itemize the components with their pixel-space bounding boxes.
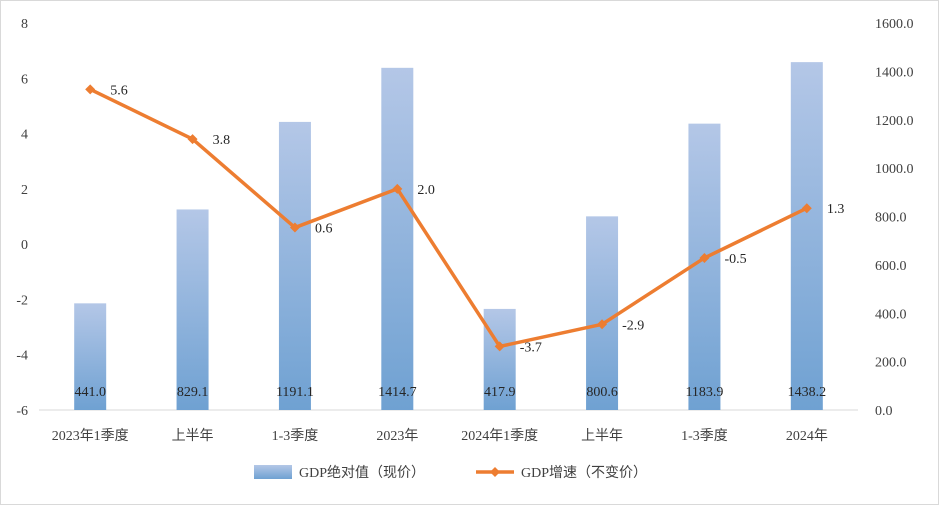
line-point-marker	[289, 222, 300, 233]
line-point-marker	[494, 341, 505, 352]
x-axis-tick-label: 2024年1季度	[461, 428, 538, 444]
left-axis-tick-label: 6	[21, 72, 28, 87]
bar	[586, 216, 619, 410]
bar	[176, 209, 209, 410]
bar	[790, 62, 823, 410]
x-axis-tick-label: 2024年	[786, 428, 828, 444]
line-point-marker	[801, 203, 812, 214]
bar-data-label: 1183.9	[685, 385, 723, 400]
line-data-label: 2.0	[417, 183, 435, 198]
line-data-label: -2.9	[622, 318, 644, 333]
line-data-label: 5.6	[110, 83, 128, 98]
bar	[381, 67, 414, 411]
left-axis-tick-label: -4	[16, 349, 28, 364]
x-axis-tick-label: 2023年1季度	[52, 428, 129, 444]
legend-bar-swatch	[254, 465, 292, 479]
left-axis-tick-label: 0	[21, 238, 28, 253]
line-point-marker	[187, 134, 198, 145]
right-axis-tick-label: 0.0	[875, 404, 893, 419]
bar-data-label: 1191.1	[276, 385, 314, 400]
bar-data-label: 417.9	[484, 385, 516, 400]
bar-data-label: 800.6	[586, 385, 618, 400]
legend: GDP绝对值（现价） GDP增速（不变价）	[254, 465, 647, 481]
line-layer	[85, 84, 812, 352]
bar-data-label: 1414.7	[378, 385, 417, 400]
bar-labels-layer: 441.0 829.1 1191.1 1414.7 417.9 800.6 1183.9 14…	[74, 385, 826, 400]
line-point-marker	[699, 252, 710, 263]
bar	[278, 121, 311, 411]
right-axis-tick-label: 600.0	[875, 259, 907, 274]
line-point-marker	[597, 319, 608, 330]
bar-data-label: 829.1	[177, 385, 209, 400]
line-point-marker	[85, 84, 96, 95]
line-data-label: -3.7	[520, 340, 542, 355]
x-axis-tick-label: 1-3季度	[681, 428, 728, 444]
right-axis-tick-label: 1600.0	[875, 17, 914, 32]
left-axis-tick-label: -6	[16, 404, 28, 419]
x-axis-tick-label: 1-3季度	[272, 428, 319, 444]
left-axis-tick-label: -2	[16, 293, 28, 308]
left-axis-tick-label: 4	[21, 128, 28, 143]
legend-line-marker	[490, 467, 500, 477]
line-data-label: 0.6	[315, 222, 333, 237]
line-point-marker	[392, 183, 403, 194]
line-data-label: 1.3	[827, 202, 845, 217]
line-data-label: -0.5	[724, 252, 746, 267]
legend-line-label: GDP增速（不变价）	[521, 465, 647, 481]
line-data-label: 3.8	[213, 133, 231, 148]
left-axis-tick-label: 2	[21, 183, 28, 198]
bar	[74, 303, 107, 410]
bar-data-label: 1438.2	[788, 385, 827, 400]
right-axis-tick-label: 800.0	[875, 211, 907, 226]
x-axis-tick-label: 2023年	[376, 428, 418, 444]
x-axis-tick-label: 上半年	[581, 428, 623, 444]
bar-data-label: 441.0	[74, 385, 106, 400]
right-axis-tick-label: 1000.0	[875, 162, 914, 177]
bar	[483, 308, 516, 410]
right-axis-tick-label: 200.0	[875, 356, 907, 371]
growth-line	[88, 87, 809, 349]
bars-layer	[74, 62, 823, 411]
right-axis-tick-label: 1200.0	[875, 114, 914, 129]
axes: -6 -4 -2 0 2 4 6 8 0.0 200.0 400.0 600.0 800.0 1000.0…	[16, 17, 913, 444]
x-axis-tick-label: 上半年	[172, 428, 214, 444]
legend-bar-label: GDP绝对值（现价）	[299, 465, 425, 481]
right-axis-tick-label: 400.0	[875, 307, 907, 322]
left-axis-tick-label: 8	[21, 17, 28, 32]
right-axis-tick-label: 1400.0	[875, 65, 914, 80]
line-labels-layer: 5.6 3.8 0.6 2.0 -3.7 -2.9 -0.5 1.3	[110, 83, 844, 355]
